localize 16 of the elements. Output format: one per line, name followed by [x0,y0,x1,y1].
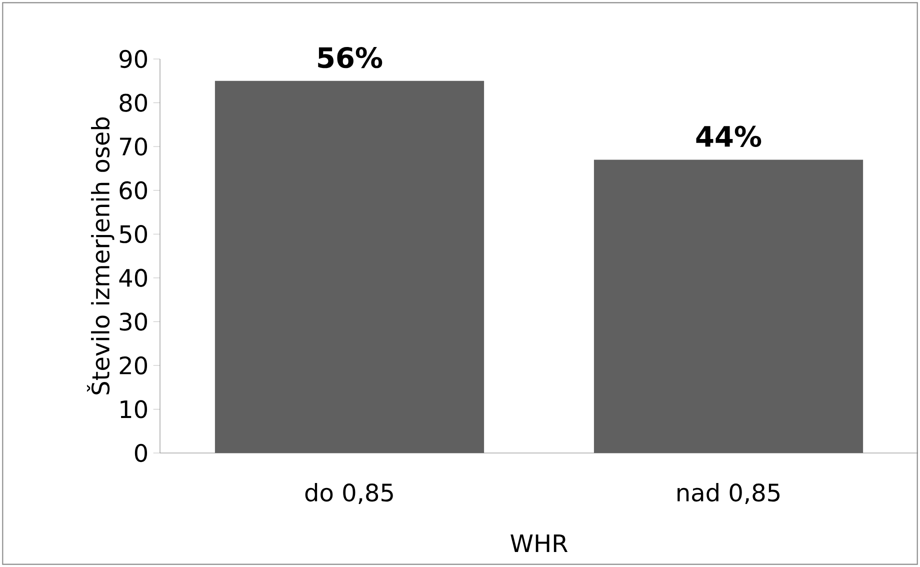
y-tick-label: 70 [120,137,148,156]
y-tick-label: 20 [120,356,148,375]
y-tick-label: 0 [134,444,148,462]
annotation: 44% [696,126,762,147]
annotation: 56% [318,47,382,68]
y-tick-label: 40 [119,268,148,287]
x-tick-label: nad 0,85 [678,483,780,504]
y-tick-label: 50 [120,225,148,244]
y-tick-label: 30 [120,312,148,331]
y-tick-label: 60 [120,181,148,200]
y-axis-title: Število izmerjenih oseb [86,117,114,394]
x-tick-label: do 0,85 [305,483,393,504]
y-tick-label: 10 [120,400,148,418]
y-tick-label: 90 [120,50,148,68]
x-axis-title: WHR [510,534,568,552]
y-tick-label: 80 [120,94,148,112]
